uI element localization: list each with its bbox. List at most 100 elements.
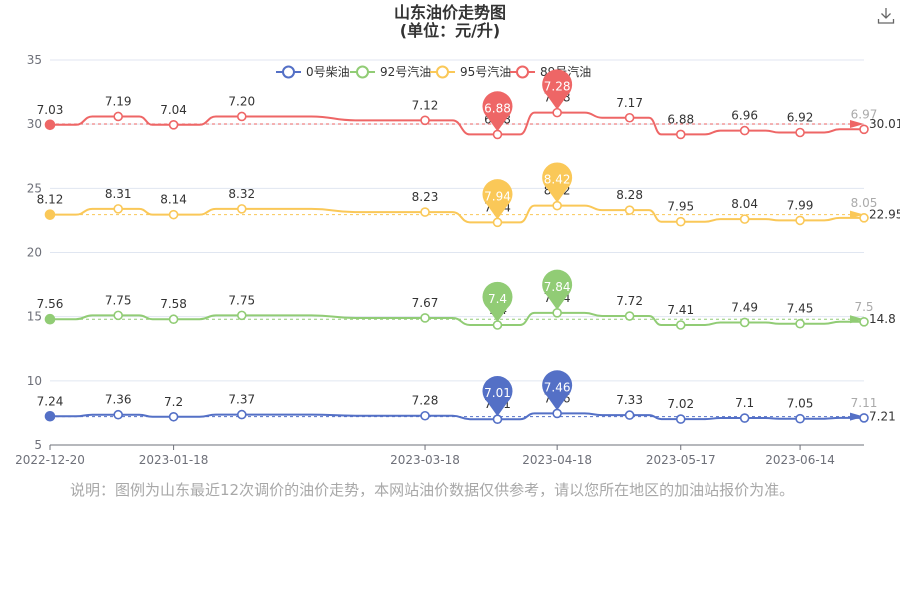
data-label-3-8: 6.88 (667, 112, 694, 126)
data-point-1-11[interactable] (859, 316, 869, 327)
data-point-0-9[interactable] (739, 413, 750, 423)
data-label-1-1: 7.75 (105, 293, 132, 307)
data-point-3-7[interactable] (624, 112, 635, 123)
data-label-1-8: 7.41 (667, 303, 694, 317)
avg-arrow-2 (850, 210, 864, 219)
data-point-1-7[interactable] (624, 311, 635, 321)
data-point-3-1[interactable] (113, 111, 123, 122)
min-pin-3 (482, 91, 513, 132)
data-point-1-0[interactable] (44, 313, 56, 325)
data-point-2-8[interactable] (675, 216, 686, 227)
data-point-3-10[interactable] (795, 127, 805, 138)
series-line-1 (50, 311, 864, 327)
max-pin-0 (542, 370, 573, 411)
data-label-1-2: 7.58 (160, 297, 187, 311)
data-point-0-1[interactable] (113, 409, 123, 420)
data-point-0-0[interactable] (44, 410, 56, 422)
min-pin-2 (482, 179, 513, 220)
data-point-0-3[interactable] (236, 409, 247, 420)
series-line-3 (50, 111, 864, 136)
y-tick-label: 35 (27, 53, 42, 67)
data-point-1-5[interactable] (492, 320, 503, 330)
data-point-1-4[interactable] (420, 313, 430, 323)
data-point-2-7[interactable] (624, 205, 635, 215)
data-label-1-3: 7.75 (228, 293, 255, 307)
data-label-3-2: 7.04 (160, 103, 187, 117)
avg-label-3: 30.01 (869, 117, 900, 131)
legend-marker-1[interactable] (356, 65, 369, 79)
data-label-0-8: 7.02 (667, 397, 694, 411)
x-tick-label: 2022-12-20 (15, 453, 85, 467)
data-label-1-10: 7.45 (787, 302, 814, 316)
data-point-2-5[interactable] (492, 217, 503, 228)
data-label-2-2: 8.14 (160, 193, 187, 207)
data-point-2-11[interactable] (859, 213, 869, 223)
min-pin-1 (482, 281, 513, 323)
max-pin-1 (542, 269, 573, 310)
download-icon[interactable] (876, 6, 896, 26)
data-point-2-0[interactable] (44, 209, 56, 220)
data-point-0-6[interactable] (552, 408, 562, 419)
legend-label-2: 95号汽油 (460, 64, 511, 79)
chart-title: 山东油价走势图 (单位：元/升) (0, 4, 900, 40)
data-point-0-11[interactable] (859, 413, 869, 423)
data-point-3-11[interactable] (859, 124, 869, 135)
series-line-0 (50, 412, 864, 421)
max-pin-1-label: 7.84 (544, 280, 571, 294)
data-point-0-7[interactable] (624, 410, 635, 420)
avg-label-2: 22.95 (869, 208, 900, 222)
data-point-1-8[interactable] (675, 320, 686, 330)
data-point-0-5[interactable] (492, 414, 503, 425)
data-point-1-9[interactable] (739, 317, 750, 328)
data-point-0-10[interactable] (795, 413, 805, 424)
data-point-2-9[interactable] (739, 214, 750, 224)
data-point-1-10[interactable] (795, 318, 805, 329)
data-point-3-0[interactable] (44, 119, 56, 131)
data-point-3-2[interactable] (168, 120, 179, 130)
legend-marker-3[interactable] (516, 65, 529, 79)
data-point-2-2[interactable] (168, 209, 179, 220)
data-label-2-3: 8.32 (228, 187, 255, 201)
x-tick-label: 2023-04-18 (522, 453, 592, 467)
legend-marker-0[interactable] (282, 65, 295, 79)
data-point-3-5[interactable] (492, 129, 503, 140)
data-point-3-8[interactable] (675, 129, 686, 140)
data-point-3-3[interactable] (236, 111, 247, 122)
data-point-2-1[interactable] (113, 204, 123, 214)
data-label-0-10: 7.05 (787, 397, 814, 411)
x-tick-label: 2023-01-18 (139, 453, 209, 467)
data-point-3-4[interactable] (420, 115, 430, 126)
data-point-3-6[interactable] (552, 107, 562, 118)
data-label-3-11: 6.97 (851, 107, 878, 121)
data-point-3-9[interactable] (739, 125, 750, 136)
max-pin-2 (542, 162, 573, 203)
series-line-2 (50, 204, 864, 224)
data-point-1-3[interactable] (236, 310, 247, 321)
data-point-2-4[interactable] (420, 207, 430, 217)
data-point-2-3[interactable] (236, 204, 247, 214)
min-pin-1-label: 7.4 (488, 292, 507, 306)
data-label-3-4: 7.12 (412, 98, 439, 112)
data-point-0-4[interactable] (420, 410, 430, 421)
data-label-0-4: 7.28 (412, 394, 439, 408)
data-label-2-0: 8.12 (37, 193, 64, 207)
legend-marker-2[interactable] (436, 65, 449, 79)
data-point-2-6[interactable] (552, 200, 562, 211)
data-label-2-9: 8.04 (731, 197, 758, 211)
data-label-3-10: 6.92 (787, 111, 814, 125)
max-pin-3 (542, 69, 573, 110)
avg-label-1: 14.8 (869, 312, 896, 326)
data-point-0-8[interactable] (675, 414, 686, 424)
data-point-1-2[interactable] (168, 314, 179, 325)
data-label-1-4: 7.67 (412, 296, 439, 310)
data-point-1-6[interactable] (552, 308, 562, 318)
data-point-2-10[interactable] (795, 215, 805, 226)
data-label-0-0: 7.24 (37, 394, 64, 408)
data-label-3-0: 7.03 (37, 103, 64, 117)
y-tick-label: 10 (27, 374, 42, 388)
data-point-1-1[interactable] (113, 310, 123, 321)
data-label-0-3: 7.37 (228, 393, 255, 407)
data-point-0-2[interactable] (168, 411, 179, 422)
line-chart: 5 10 15 20 25 30 35 2022-12-20 2023-01-18 2023-03… (15, 53, 900, 467)
data-label-2-8: 7.95 (667, 200, 694, 214)
